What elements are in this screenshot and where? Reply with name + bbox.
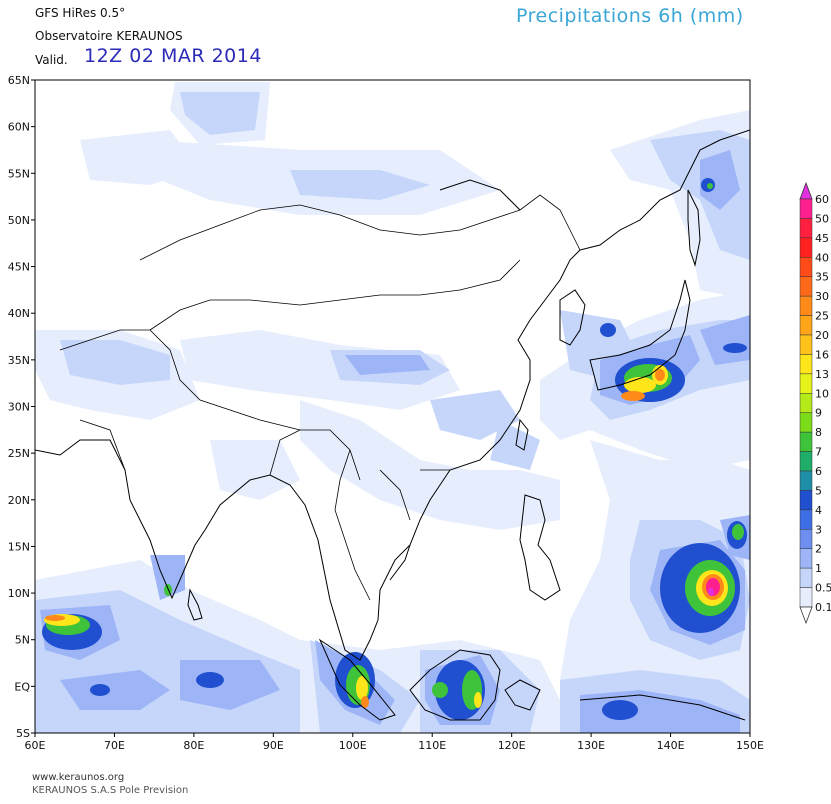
lat-label: 30N xyxy=(8,401,30,414)
lat-label: 15N xyxy=(8,540,30,553)
legend-swatch xyxy=(799,529,813,549)
lat-label: 25N xyxy=(8,447,30,460)
legend-label: 6 xyxy=(815,465,822,478)
legend-swatch xyxy=(799,373,813,394)
legend-label: 8 xyxy=(815,426,822,439)
lat-label: 5S xyxy=(16,727,30,740)
lon-label: 90E xyxy=(263,739,284,752)
legend-swatch xyxy=(799,548,813,569)
legend-label: 3 xyxy=(815,523,822,536)
legend-swatch xyxy=(799,509,813,530)
valid-label: Valid. xyxy=(35,53,68,67)
legend-swatch xyxy=(799,334,813,355)
color-legend: 60 50 45 40 35 30 25 20 16 13 10 9 8 7 6 5 4 3 2 1 0.5 0.1 xyxy=(799,181,831,625)
lon-label: 100E xyxy=(339,739,367,752)
longitude-axis: 60E 70E 80E 90E 100E 110E 120E 130E 140E 150E xyxy=(25,733,764,752)
legend-label: 0.1 xyxy=(815,601,831,614)
legend-label: 2 xyxy=(815,543,822,556)
lat-label: 55N xyxy=(8,167,30,180)
valid-date: 12Z 02 MAR 2014 xyxy=(84,45,262,67)
legend-label: 16 xyxy=(815,348,829,361)
legend-swatch xyxy=(799,470,813,491)
legend-label: 13 xyxy=(815,368,829,381)
source-name: Observatoire KERAUNOS xyxy=(35,29,183,43)
legend-label: 7 xyxy=(815,446,822,459)
lat-label: 50N xyxy=(8,214,30,227)
legend-label: 50 xyxy=(815,212,829,225)
legend-label: 5 xyxy=(815,484,822,497)
lat-label: 5N xyxy=(15,634,30,647)
legend-top-arrow xyxy=(799,181,813,200)
company-credit: KERAUNOS S.A.S Pole Prevision xyxy=(32,785,189,796)
legend-label: 30 xyxy=(815,290,829,303)
lat-label: EQ xyxy=(14,680,30,693)
legend-swatch xyxy=(799,218,813,239)
legend-swatch xyxy=(799,567,813,588)
lon-label: 150E xyxy=(736,739,764,752)
legend-label: 0.5 xyxy=(815,582,831,595)
lon-label: 80E xyxy=(183,739,204,752)
lat-label: 65N xyxy=(8,74,30,87)
legend-label: 10 xyxy=(815,387,829,400)
lon-label: 140E xyxy=(657,739,685,752)
lon-label: 110E xyxy=(418,739,446,752)
legend-swatch xyxy=(799,276,813,297)
lat-label: 35N xyxy=(8,354,30,367)
legend-label: 35 xyxy=(815,271,829,284)
lat-label: 20N xyxy=(8,494,30,507)
coastlines xyxy=(35,129,750,721)
legend-swatch xyxy=(799,315,813,336)
lat-label: 45N xyxy=(8,261,30,274)
precipitation-field xyxy=(35,82,750,733)
legend-swatch xyxy=(799,237,813,258)
lat-label: 10N xyxy=(8,587,30,600)
legend-label: 40 xyxy=(815,251,829,264)
legend-swatch xyxy=(799,412,813,433)
legend-label: 45 xyxy=(815,232,829,245)
legend-swatch xyxy=(799,587,813,608)
model-name: GFS HiRes 0.5° xyxy=(35,6,126,20)
legend-swatch xyxy=(799,295,813,316)
lat-label: 60N xyxy=(8,121,30,134)
website-credit: www.keraunos.org xyxy=(32,772,125,783)
legend-swatch xyxy=(799,198,813,219)
legend-bottom-arrow xyxy=(799,606,813,625)
latitude-axis: 65N 60N 55N 50N 45N 40N 35N 30N 25N 20N 15N 10N 5N EQ… xyxy=(8,74,35,740)
legend-label: 25 xyxy=(815,310,829,323)
borders xyxy=(59,194,581,601)
legend-swatch xyxy=(799,257,813,277)
legend-swatch xyxy=(799,490,813,511)
lon-label: 120E xyxy=(498,739,526,752)
legend-label: 1 xyxy=(815,562,822,575)
lon-label: 60E xyxy=(25,739,46,752)
legend-swatch xyxy=(799,451,813,472)
legend-label: 20 xyxy=(815,329,829,342)
lon-label: 130E xyxy=(577,739,605,752)
lon-label: 70E xyxy=(104,739,125,752)
lat-label: 40N xyxy=(8,307,30,320)
legend-label: 60 xyxy=(815,193,829,206)
legend-swatch xyxy=(799,393,813,413)
legend-label: 4 xyxy=(815,504,822,517)
legend-swatch xyxy=(799,431,813,452)
product-title: Precipitations 6h (mm) xyxy=(516,5,744,27)
legend-swatch xyxy=(799,354,813,375)
legend-label: 9 xyxy=(815,407,822,420)
